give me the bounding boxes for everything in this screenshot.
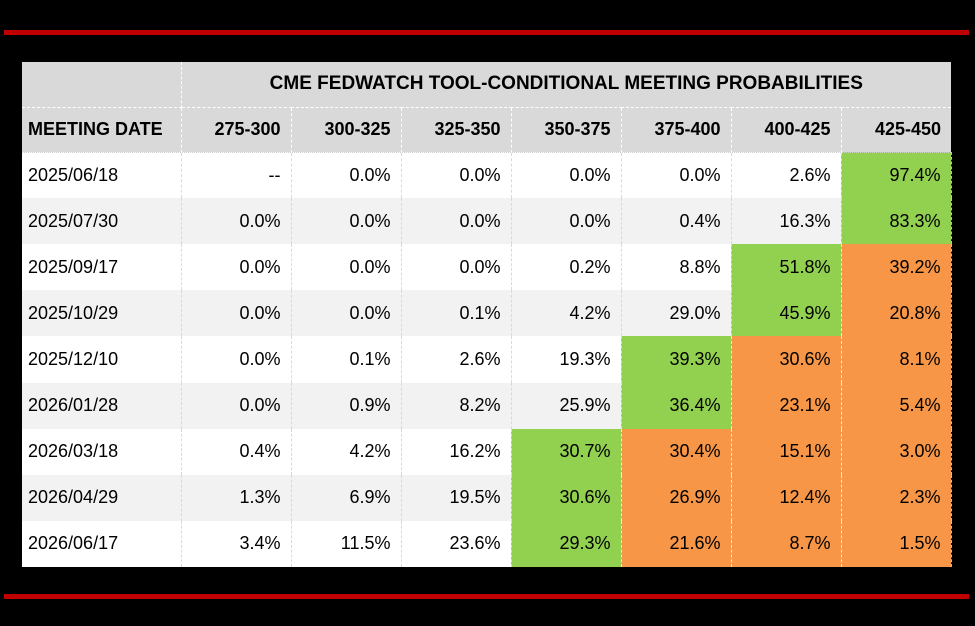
probability-cell: 3.0% <box>841 428 952 475</box>
column-header-300-325: 300-325 <box>291 107 402 153</box>
probability-cell: 0.0% <box>291 152 402 199</box>
probability-cell: 12.4% <box>731 474 842 521</box>
probability-cell: 0.0% <box>511 152 622 199</box>
probability-cell: 0.9% <box>291 382 402 429</box>
probability-cell: 4.2% <box>511 290 622 337</box>
table-row: 2026/06/17 3.4% 11.5% 23.6% 29.3% 21.6% 8.7% 1.… <box>22 520 952 567</box>
probability-cell: 0.0% <box>181 382 292 429</box>
meeting-date-cell: 2026/03/18 <box>22 428 182 475</box>
probability-cell: 0.0% <box>181 336 292 383</box>
probability-cell: 8.2% <box>401 382 512 429</box>
fedwatch-probability-table: CME FEDWATCH TOOL-CONDITIONAL MEETING PR… <box>22 62 952 567</box>
probability-cell: 19.3% <box>511 336 622 383</box>
probability-cell: 3.4% <box>181 520 292 567</box>
probability-cell: 2.6% <box>401 336 512 383</box>
meeting-date-cell: 2025/10/29 <box>22 290 182 337</box>
table-row: 2025/06/18 -- 0.0% 0.0% 0.0% 0.0% 2.6% 97.4% <box>22 152 952 199</box>
probability-cell: 0.0% <box>401 244 512 291</box>
table-row: 2025/12/10 0.0% 0.1% 2.6% 19.3% 39.3% 30.6% 8.1… <box>22 336 952 383</box>
probability-cell: 26.9% <box>621 474 732 521</box>
probability-cell: 36.4% <box>621 382 732 429</box>
probability-cell: 0.4% <box>621 198 732 245</box>
probability-cell: 8.1% <box>841 336 952 383</box>
probability-cell: 97.4% <box>841 152 952 199</box>
probability-cell: 0.0% <box>181 290 292 337</box>
probability-cell: 30.4% <box>621 428 732 475</box>
probability-cell: 0.0% <box>401 198 512 245</box>
table-row: 2026/04/29 1.3% 6.9% 19.5% 30.6% 26.9% 12.4% 2.… <box>22 474 952 521</box>
probability-cell: 0.2% <box>511 244 622 291</box>
probability-cell: 0.0% <box>511 198 622 245</box>
probability-cell: 29.0% <box>621 290 732 337</box>
probability-cell: 11.5% <box>291 520 402 567</box>
title-row: CME FEDWATCH TOOL-CONDITIONAL MEETING PR… <box>22 62 952 108</box>
meeting-date-cell: 2026/01/28 <box>22 382 182 429</box>
probability-cell: 0.0% <box>181 198 292 245</box>
column-header-400-425: 400-425 <box>731 107 842 153</box>
probability-cell: 30.7% <box>511 428 622 475</box>
probability-cell: 16.3% <box>731 198 842 245</box>
probability-cell: 0.0% <box>401 152 512 199</box>
probability-cell: 0.1% <box>291 336 402 383</box>
column-header-425-450: 425-450 <box>841 107 952 153</box>
probability-cell: 45.9% <box>731 290 842 337</box>
probability-cell: 0.0% <box>291 290 402 337</box>
probability-cell: 83.3% <box>841 198 952 245</box>
meeting-date-cell: 2026/06/17 <box>22 520 182 567</box>
probability-cell: 2.3% <box>841 474 952 521</box>
table-row: 2026/03/18 0.4% 4.2% 16.2% 30.7% 30.4% 15.1% 3.… <box>22 428 952 475</box>
probability-cell: 0.0% <box>291 198 402 245</box>
probability-cell: 0.0% <box>291 244 402 291</box>
column-header-350-375: 350-375 <box>511 107 622 153</box>
column-header-275-300: 275-300 <box>181 107 292 153</box>
probability-cell: 29.3% <box>511 520 622 567</box>
probability-cell: 23.1% <box>731 382 842 429</box>
table-row: 2025/07/30 0.0% 0.0% 0.0% 0.0% 0.4% 16.3% 83.3% <box>22 198 952 245</box>
probability-cell: 0.4% <box>181 428 292 475</box>
meeting-date-cell: 2026/04/29 <box>22 474 182 521</box>
probability-cell: -- <box>181 152 292 199</box>
probability-cell: 51.8% <box>731 244 842 291</box>
top-accent-line <box>4 30 969 35</box>
corner-cell <box>22 62 182 108</box>
probability-cell: 0.0% <box>621 152 732 199</box>
meeting-date-cell: 2025/06/18 <box>22 152 182 199</box>
bottom-accent-line <box>4 594 969 599</box>
column-header-325-350: 325-350 <box>401 107 512 153</box>
table-row: 2025/10/29 0.0% 0.0% 0.1% 4.2% 29.0% 45.9% 20.8… <box>22 290 952 337</box>
probability-cell: 20.8% <box>841 290 952 337</box>
probability-cell: 30.6% <box>511 474 622 521</box>
probability-cell: 19.5% <box>401 474 512 521</box>
probability-cell: 8.7% <box>731 520 842 567</box>
meeting-date-cell: 2025/12/10 <box>22 336 182 383</box>
probability-cell: 39.2% <box>841 244 952 291</box>
probability-cell: 1.3% <box>181 474 292 521</box>
table-row: 2025/09/17 0.0% 0.0% 0.0% 0.2% 8.8% 51.8% 39.2% <box>22 244 952 291</box>
probability-cell: 8.8% <box>621 244 732 291</box>
table-title: CME FEDWATCH TOOL-CONDITIONAL MEETING PR… <box>181 62 952 108</box>
probability-cell: 16.2% <box>401 428 512 475</box>
probability-cell: 5.4% <box>841 382 952 429</box>
probability-cell: 15.1% <box>731 428 842 475</box>
fedwatch-table-container: CME FEDWATCH TOOL-CONDITIONAL MEETING PR… <box>22 62 952 567</box>
probability-cell: 4.2% <box>291 428 402 475</box>
column-header-row: MEETING DATE 275-300 300-325 325-350 350… <box>22 107 952 153</box>
column-header-375-400: 375-400 <box>621 107 732 153</box>
probability-cell: 0.0% <box>181 244 292 291</box>
meeting-date-cell: 2025/07/30 <box>22 198 182 245</box>
probability-cell: 30.6% <box>731 336 842 383</box>
probability-cell: 23.6% <box>401 520 512 567</box>
column-header-meeting-date: MEETING DATE <box>22 107 182 153</box>
probability-cell: 1.5% <box>841 520 952 567</box>
probability-cell: 2.6% <box>731 152 842 199</box>
probability-cell: 6.9% <box>291 474 402 521</box>
probability-cell: 0.1% <box>401 290 512 337</box>
table-row: 2026/01/28 0.0% 0.9% 8.2% 25.9% 36.4% 23.1% 5.4… <box>22 382 952 429</box>
probability-cell: 25.9% <box>511 382 622 429</box>
probability-cell: 39.3% <box>621 336 732 383</box>
meeting-date-cell: 2025/09/17 <box>22 244 182 291</box>
probability-cell: 21.6% <box>621 520 732 567</box>
